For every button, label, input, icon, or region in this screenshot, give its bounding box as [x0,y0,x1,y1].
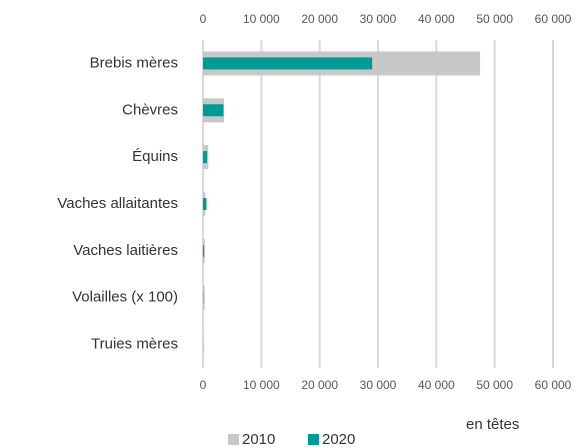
legend-swatch [228,434,239,445]
y-tick-label: Vaches laitières [73,242,178,259]
bar [203,104,224,117]
bar [203,57,373,70]
x-tick-label-bottom: 60 000 [535,378,572,392]
bar [203,244,205,257]
x-tick-label-top: 10 000 [243,12,280,26]
x-tick-label-bottom: 10 000 [243,378,280,392]
y-tick-label: Chèvres [122,101,178,118]
legend-label: 2020 [322,431,355,448]
y-tick-label: Équins [132,148,178,165]
x-tick-label-top: 30 000 [360,12,397,26]
legend-label: 2010 [242,431,275,448]
x-tick-label-top: 20 000 [301,12,338,26]
y-tick-label: Volailles (x 100) [72,289,178,306]
unit-label: en têtes [466,416,519,433]
x-tick-label-bottom: 0 [200,378,207,392]
x-tick-label-bottom: 50 000 [476,378,513,392]
y-tick-label: Brebis mères [90,54,178,71]
y-tick-label: Truies mères [91,336,178,353]
bar [203,285,205,310]
x-tick-label-bottom: 30 000 [360,378,397,392]
x-tick-label-top: 50 000 [476,12,513,26]
x-tick-label-top: 60 000 [535,12,572,26]
bar [203,151,208,164]
y-tick-label: Vaches allaitantes [57,195,178,212]
x-tick-label-top: 0 [200,12,207,26]
x-tick-label-top: 40 000 [418,12,455,26]
x-tick-label-bottom: 40 000 [418,378,455,392]
legend-swatch [308,434,319,445]
x-tick-label-bottom: 20 000 [301,378,338,392]
bar [203,198,207,210]
